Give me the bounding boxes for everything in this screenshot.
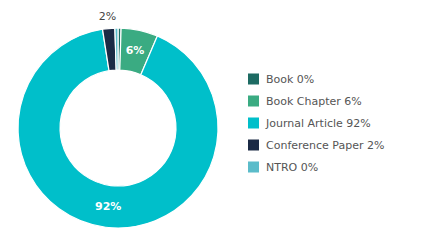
legend-label: Journal Article 92%: [265, 117, 371, 130]
slices: [18, 28, 218, 228]
donut-slice: [115, 28, 118, 70]
donut-slice: [103, 28, 117, 71]
chart: 6% 92% 2% Book 0% Book Chapter 6% Journal Art…: [0, 0, 443, 246]
legend-label: Book 0%: [266, 73, 314, 86]
data-label: 92%: [95, 200, 121, 213]
chart-container: 6% 92% 2% Book 0% Book Chapter 6% Journal Art…: [0, 0, 443, 246]
legend-label: NTRO 0%: [266, 161, 318, 174]
legend-swatch: [248, 140, 259, 151]
data-label: 2%: [99, 10, 116, 23]
background: [0, 0, 443, 246]
legend-label: Book Chapter 6%: [266, 95, 362, 108]
data-labels: 6% 92% 2%: [95, 10, 144, 213]
legend: Book 0% Book Chapter 6% Journal Article 92…: [248, 73, 384, 174]
legend-swatch: [248, 162, 259, 173]
legend-swatch: [248, 118, 259, 129]
legend-swatch: [248, 74, 259, 85]
legend-swatch: [248, 96, 259, 107]
data-label: 6%: [126, 44, 145, 57]
legend-label: Conference Paper 2%: [266, 139, 384, 152]
